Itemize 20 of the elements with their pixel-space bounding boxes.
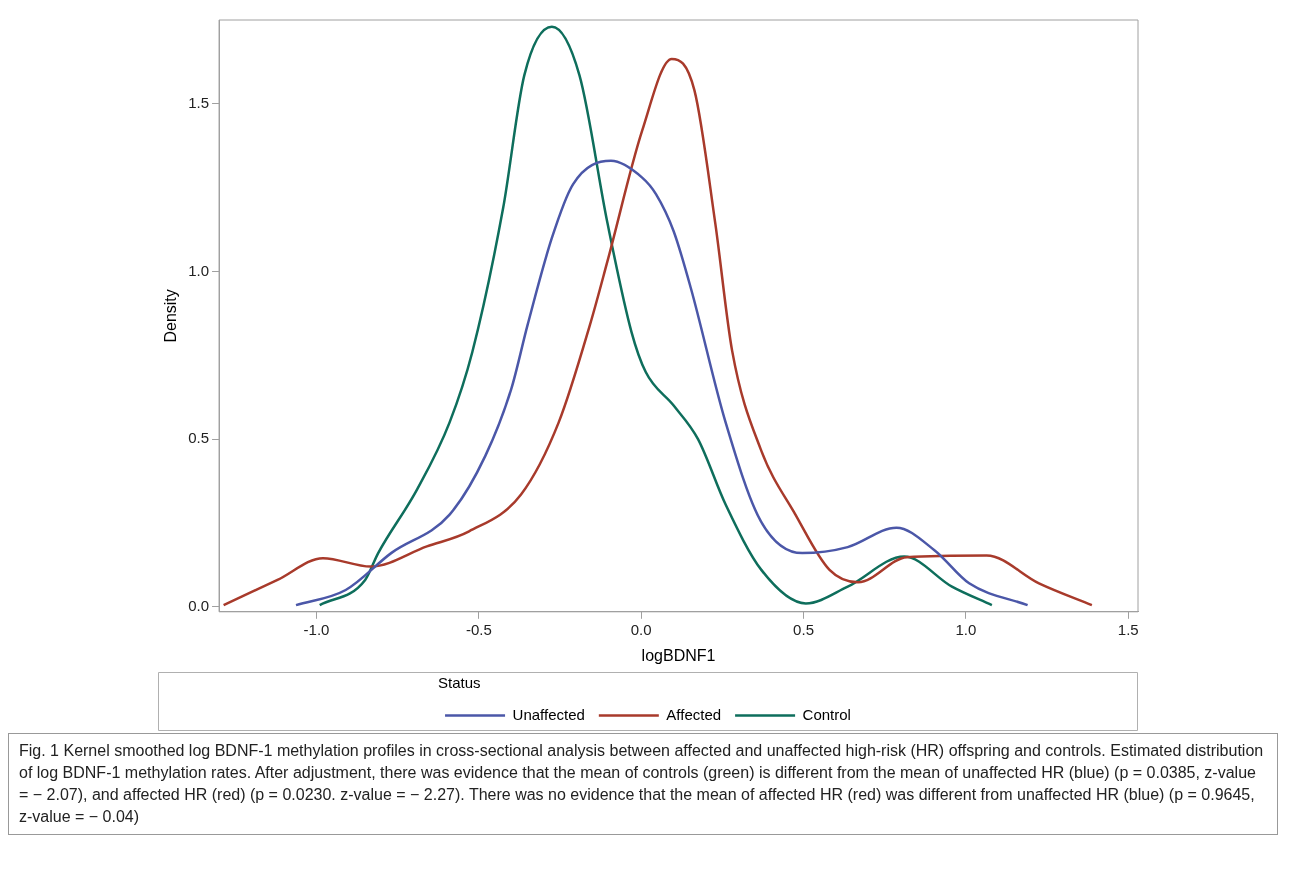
legend-label: Affected [666, 705, 722, 723]
caption: Fig. 1 Kernel smoothed log BDNF-1 methylation profiles in cross-sectional analysis between affected and unaffected high-risk (HR) offspring and controls. Estimated distribution of log BDNF-1 methylation rates. After adjustment, there was evidence that the mean of controls (green) is different from the mean of unaffected HR (blue) (p = 0.0385, z-value = − 2.07), and affected HR (red) (p = 0.0230. z-value = − 2.27). There was no evidence that the mean of affected HR (red) was different from unaffected HR (blue) (p = 0.9645, z-value = − 0.04) [8, 733, 1278, 835]
legend-label: Control [802, 705, 851, 723]
y-axis-title: Density [162, 289, 180, 343]
legend-label: Unaffected [512, 705, 585, 723]
y-tick-label: 0.5 [188, 429, 210, 447]
y-tick-label: 0.0 [188, 596, 210, 614]
x-tick-label: -1.0 [303, 620, 330, 638]
x-axis-title: logBDNF1 [641, 646, 716, 664]
legend-title: Status [438, 673, 481, 691]
line-series [222, 57, 1094, 607]
y-tick-label: 1.5 [188, 93, 210, 111]
x-tick-label: 1.0 [955, 620, 977, 638]
x-tick-label: 0.5 [793, 620, 814, 638]
x-tick-label: -0.5 [465, 620, 492, 638]
y-tick-label: 1.0 [188, 261, 210, 279]
line-series [318, 25, 994, 607]
x-tick-label: 0.0 [630, 620, 652, 638]
line-series [294, 159, 1029, 607]
x-tick-label: 1.5 [1117, 620, 1139, 638]
